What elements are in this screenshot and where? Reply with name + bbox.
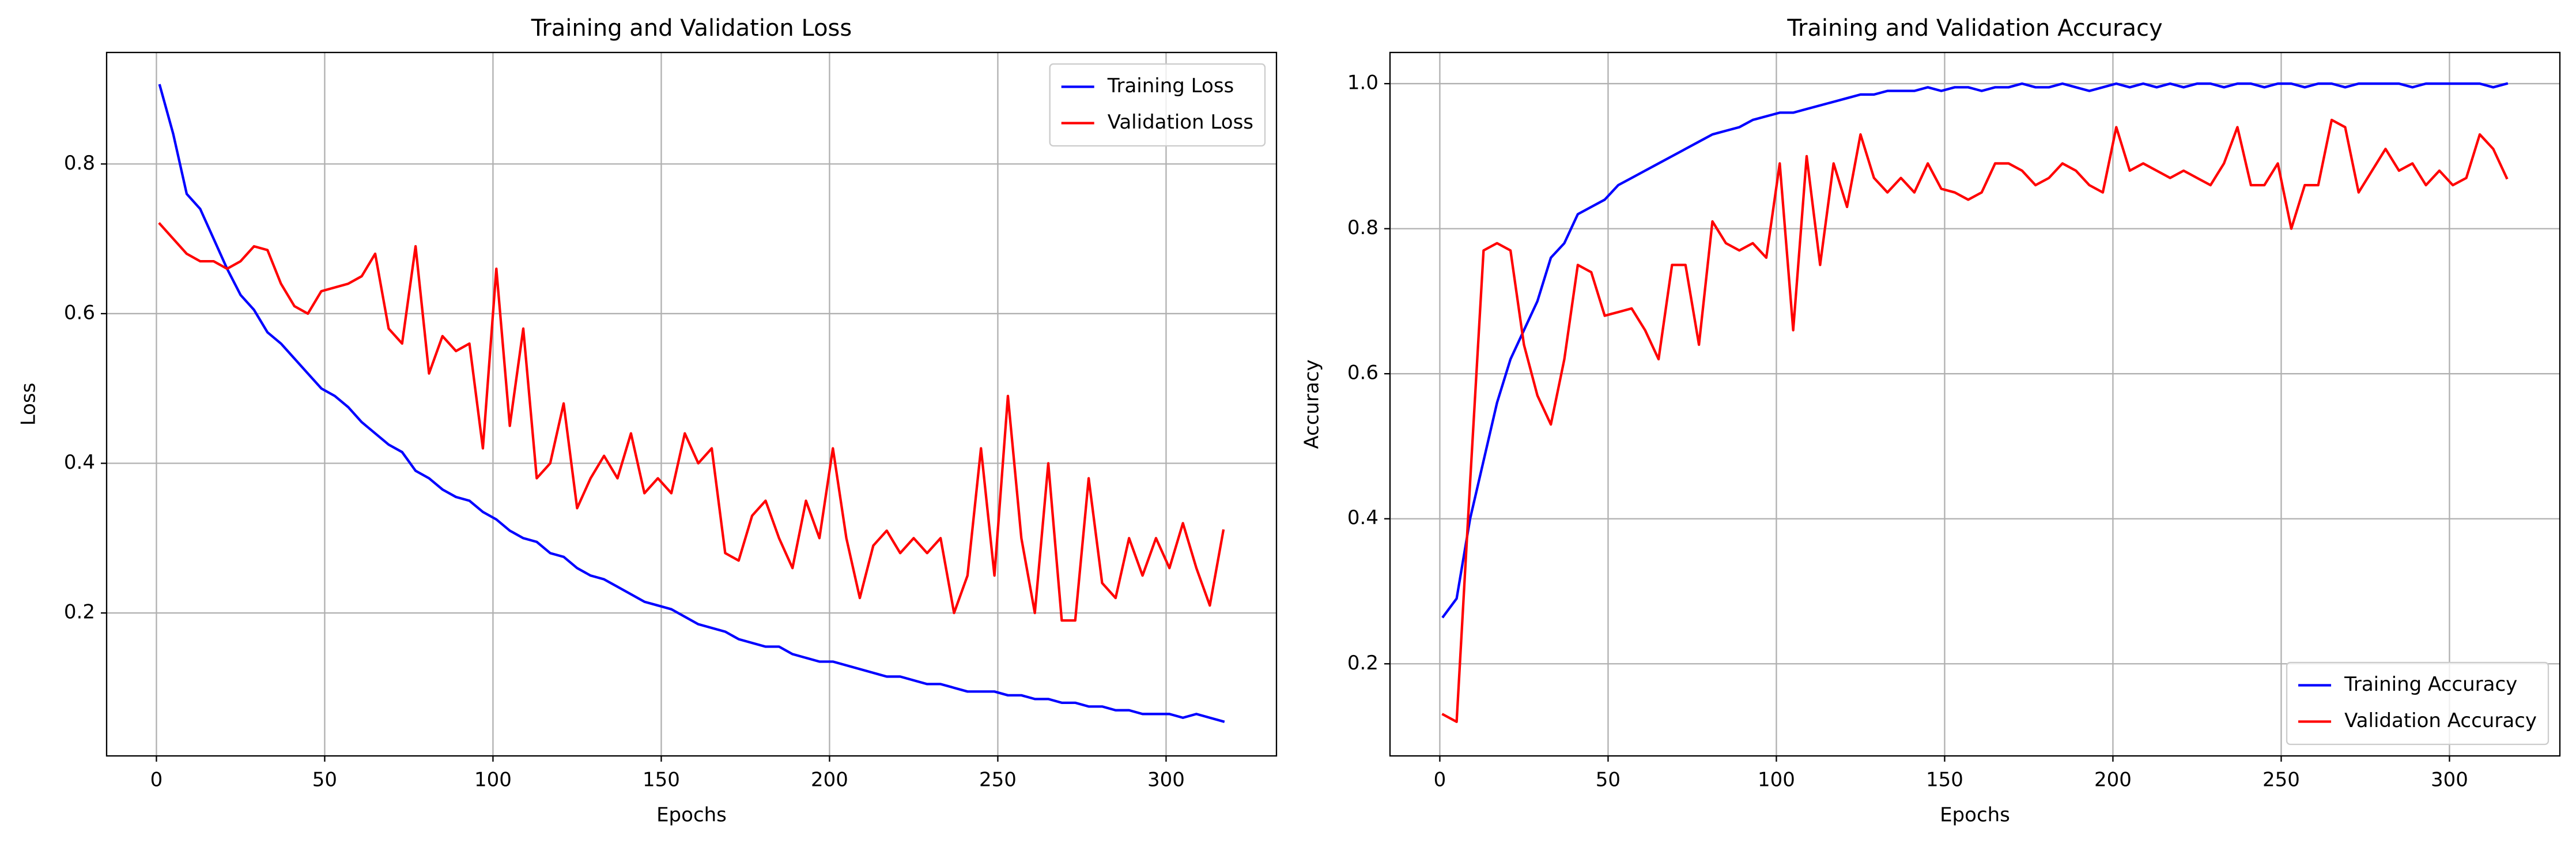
x-tick-label: 200 [811,769,848,792]
legend-label: Validation Accuracy [2344,709,2537,732]
legend: Training Loss Validation Loss [1049,63,1266,147]
x-tick-label: 0 [1434,769,1446,792]
x-tick-label: 250 [2263,769,2300,792]
series-line [158,84,1225,723]
legend-label: Training Accuracy [2344,673,2517,696]
y-tick-label: 0.8 [1347,216,1378,239]
x-tick-label: 250 [979,769,1017,792]
y-tick-label: 1.0 [1347,71,1378,95]
x-tick-label: 300 [1147,769,1185,792]
x-axis-label: Epochs [1940,804,2010,827]
y-axis-label: Loss [17,383,40,426]
plot-frame [105,51,1278,757]
legend: Training Accuracy Validation Accuracy [2286,661,2549,746]
y-tick-label: 0.8 [64,152,95,175]
x-tick-label: 0 [150,769,163,792]
chart-title: Training and Validation Loss [531,15,852,42]
legend-box [1049,63,1266,147]
chart-title: Training and Validation Accuracy [1786,15,2162,42]
plot-frame [1389,51,2561,757]
series-line [158,222,1225,622]
y-axis-label: Accuracy [1301,359,1324,449]
x-axis-label: Epochs [656,804,727,827]
x-tick-label: 50 [312,769,337,792]
series-line [1441,82,2509,619]
y-tick-label: 0.6 [1347,362,1378,385]
x-tick-label: 100 [474,769,512,792]
y-tick-label: 0.6 [64,301,95,324]
x-tick-label: 150 [1926,769,1963,792]
x-tick-label: 150 [643,769,680,792]
x-tick-label: 300 [2431,769,2468,792]
y-tick-label: 0.2 [1347,652,1378,675]
x-tick-label: 100 [1758,769,1795,792]
y-tick-label: 0.4 [1347,506,1378,529]
x-tick-label: 50 [1596,769,1621,792]
y-tick-label: 0.4 [64,451,95,474]
y-tick-label: 0.2 [64,601,95,624]
legend-box [2286,661,2549,746]
chart-panel: Training and Validation Loss Epochs Loss 0 5… [17,15,1278,827]
chart-panel: Training and Validation Accuracy Epochs Ac… [1301,15,2561,827]
series-line [1441,118,2509,724]
x-tick-label: 200 [2094,769,2132,792]
legend-label: Training Loss [1107,74,1234,97]
legend-label: Validation Loss [1108,111,1253,134]
